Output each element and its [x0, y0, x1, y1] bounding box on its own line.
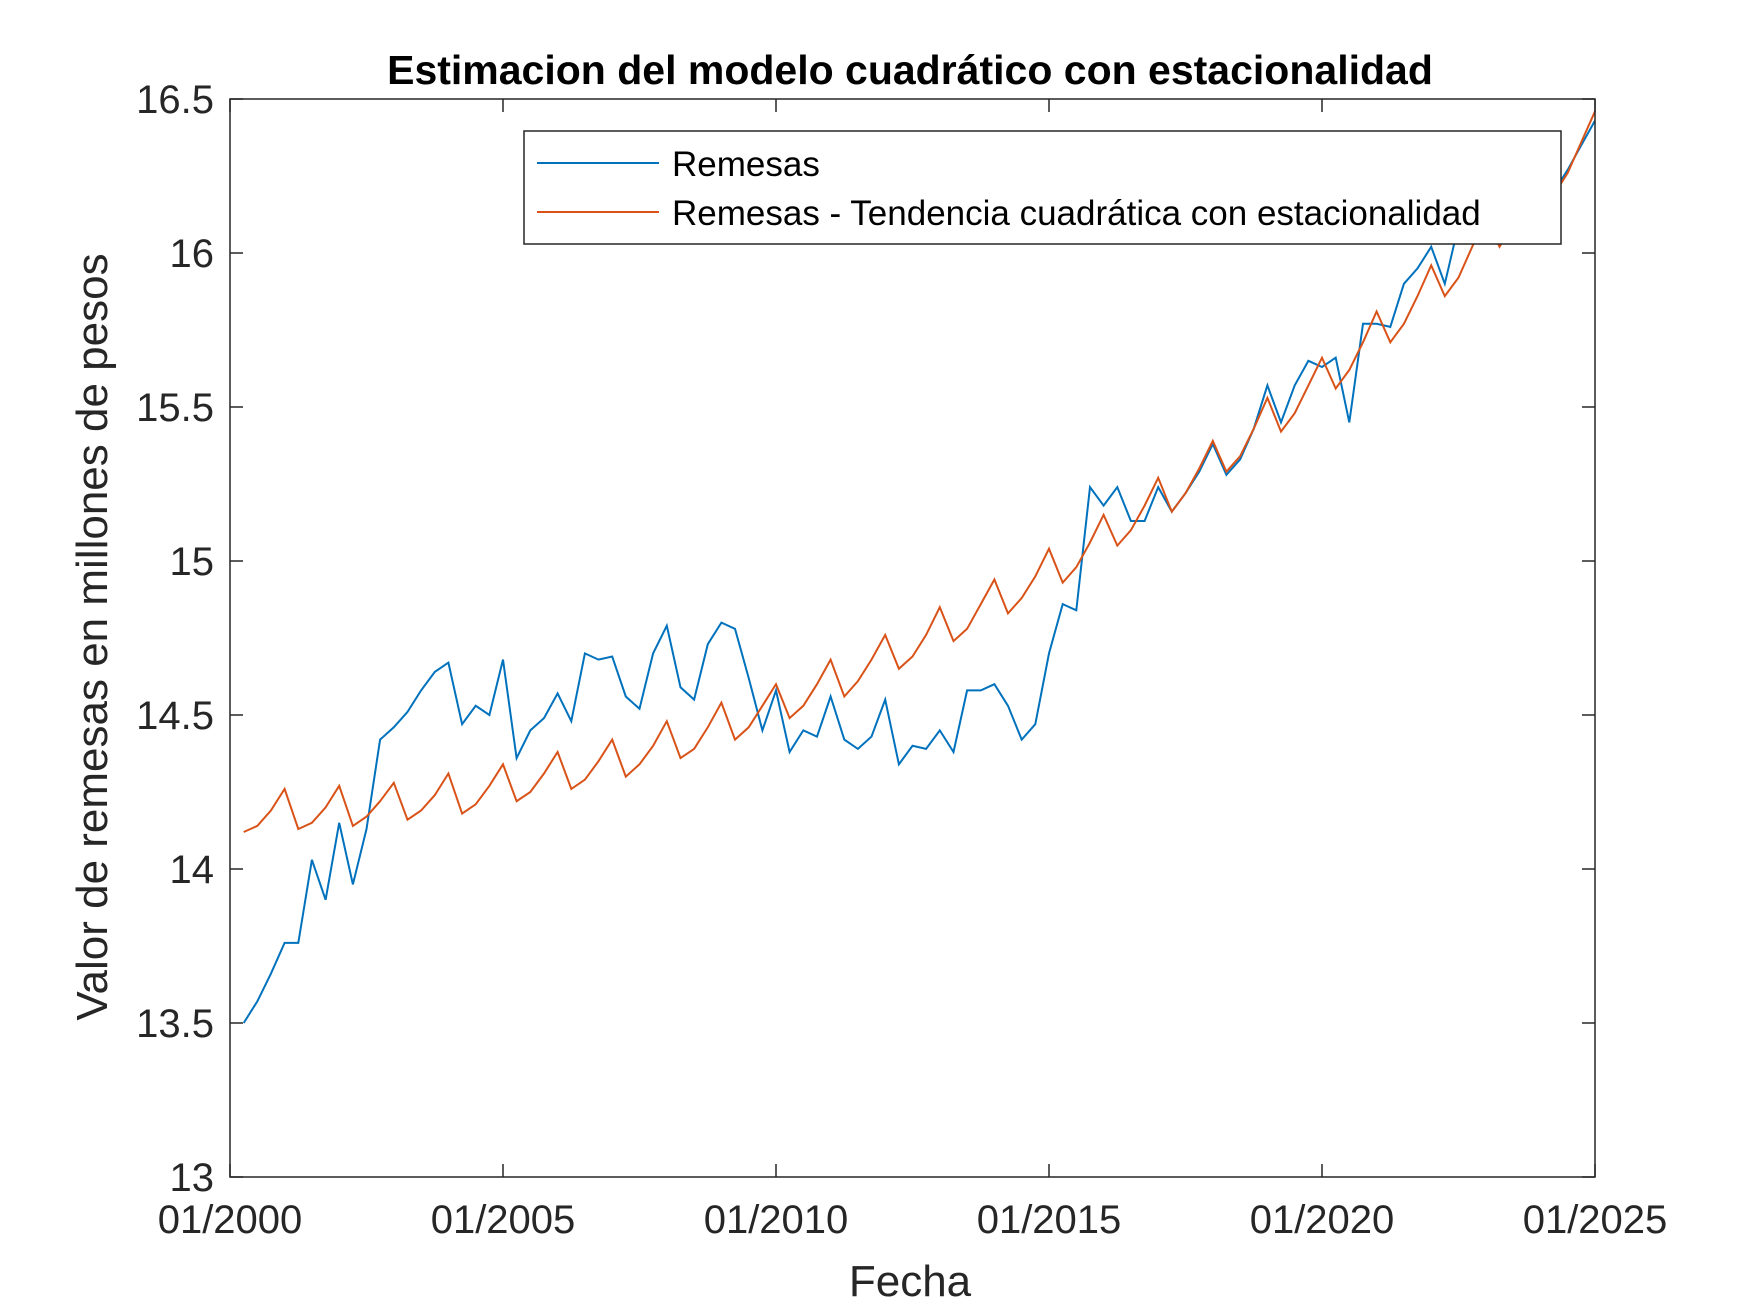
y-tick-label: 14.5: [136, 694, 214, 738]
chart-title: Estimacion del modelo cuadrático con est…: [387, 47, 1433, 93]
x-tick-label: 01/2010: [704, 1198, 849, 1242]
legend-label-tendencia: Remesas - Tendencia cuadrática con estac…: [672, 194, 1481, 233]
y-tick-label: 15: [170, 540, 215, 584]
y-tick-label: 13: [170, 1156, 215, 1200]
x-axis-label: Fecha: [849, 1257, 972, 1306]
legend[interactable]: Remesas Remesas - Tendencia cuadrática c…: [523, 130, 1562, 245]
tick-layer: 01/2000 01/2005 01/2010 01/2015 01/2020 01/20…: [136, 78, 1667, 1242]
series-line-tendencia: [243, 110, 1596, 833]
legend-label-remesas: Remesas: [672, 145, 820, 184]
y-axis-label: Valor de remesas en millones de pesos: [68, 253, 117, 1020]
y-tick-label: 16.5: [136, 78, 214, 122]
x-tick-label: 01/2005: [431, 1198, 576, 1242]
series-layer: [242, 110, 1596, 1024]
y-tick-label: 13.5: [136, 1002, 214, 1046]
x-tick-label: 01/2020: [1250, 1198, 1395, 1242]
y-tick-label: 16: [170, 232, 215, 276]
legend-box: [523, 130, 1562, 245]
x-tick-label: 01/2025: [1523, 1198, 1668, 1242]
x-tick-label: 01/2015: [977, 1198, 1122, 1242]
series-line-remesas: [242, 120, 1596, 1024]
plot-frame: [229, 98, 1596, 1178]
plot-area: [230, 99, 1595, 1177]
y-tick-label: 14: [170, 848, 215, 892]
x-tick-label: 01/2000: [158, 1198, 303, 1242]
y-tick-label: 15.5: [136, 386, 214, 430]
